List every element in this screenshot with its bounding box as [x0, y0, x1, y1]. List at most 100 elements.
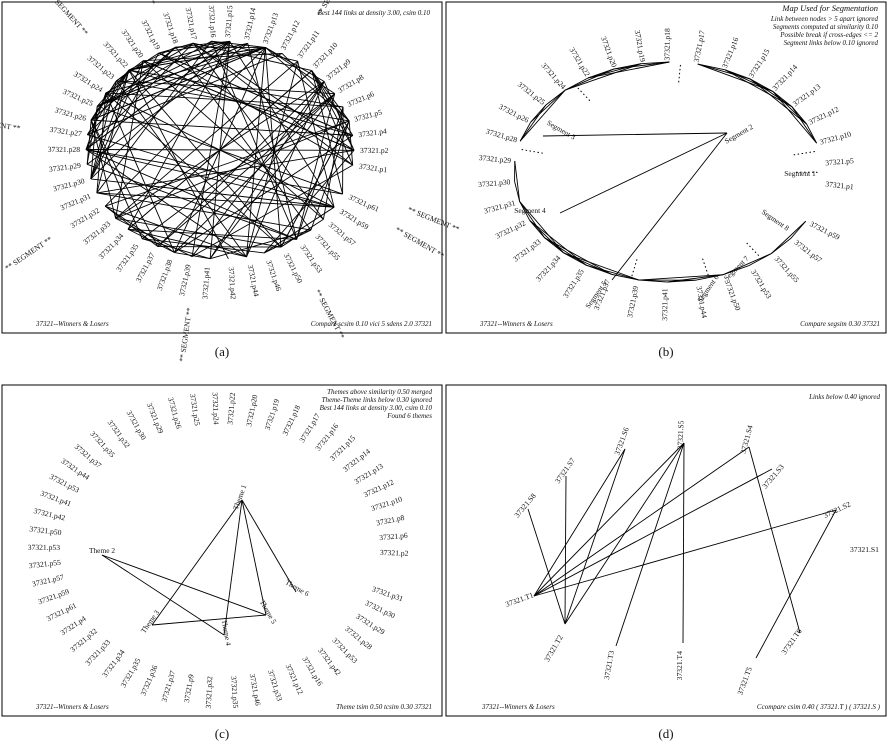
theme-label-6: Theme 6: [284, 577, 311, 598]
link-line: [116, 81, 349, 121]
link-line: [565, 476, 566, 624]
node-label-p4: 37321.p4: [358, 126, 388, 139]
node-label-S3: 37321.S3: [760, 462, 786, 490]
node-label-T2: 37321.T2: [542, 633, 565, 663]
panel-b-note-3: Possible break if cross-edges <= 2: [779, 31, 878, 39]
segment-marker: ** SEGMENT **: [3, 234, 54, 272]
node-label-p17: 37321.p17: [184, 7, 199, 41]
caption-c: (c): [215, 726, 229, 741]
node-label-S6: 37321.S6: [612, 426, 630, 456]
segment-link: [612, 133, 727, 280]
node-label-p31: 37321.p31: [483, 198, 517, 215]
node-label-p15: 37321.p15: [747, 47, 772, 79]
link-line: [528, 509, 565, 624]
node-label: 37321.p46: [248, 673, 263, 707]
node-label-S1: 37321.S1: [850, 545, 879, 554]
node-label: 37321.p18: [280, 404, 302, 437]
panel-c-frame: [2, 385, 442, 716]
node-label-p12: 37321.p12: [807, 104, 840, 126]
node-label-S8: 37321.S8: [512, 491, 538, 519]
node-label-p30: 37321.p30: [478, 177, 511, 189]
link-line: [614, 62, 670, 69]
theme-link: [152, 500, 242, 625]
panel-c-footer-left: 37321--Winners & Losers: [35, 703, 109, 711]
node-label: 37321.p20: [244, 394, 259, 428]
node-label: 37321.p50: [29, 524, 62, 537]
link-line: [588, 62, 669, 78]
node-label-p39: 37321.p39: [625, 285, 640, 319]
node-label: 37321.p35: [119, 656, 143, 689]
panel-d-note: Links below 0.40 ignored: [808, 393, 880, 401]
link-line: [698, 64, 773, 91]
node-label-p50: 37321.p50: [282, 252, 305, 285]
node-label-p38: 37321.p38: [155, 258, 175, 292]
node-label: 37321.p57: [31, 572, 65, 588]
panel-d-graph: 37321.S137321.S237321.S337321.S437321.S5…: [504, 420, 879, 696]
node-label-p13: 37321.p13: [261, 11, 280, 45]
panel-c-footer-right: Theme tsim 0.50 tcsim 0.30 37321: [336, 703, 432, 711]
node-label: 37321.p10: [370, 494, 404, 513]
segment-marker: ** SEGMENT **: [407, 205, 461, 234]
segment-label-2: Segment 2: [723, 122, 755, 146]
segment-label-7: Segment 7: [722, 254, 751, 283]
node-label-p50: 37321.p50: [723, 278, 743, 312]
node-label: 37321.p53: [28, 543, 61, 552]
link-line: [565, 78, 588, 90]
panel-c-note-4: Found 6 themes: [386, 412, 432, 420]
node-label-p37: 37321.p37: [134, 251, 157, 284]
link-line: [265, 47, 349, 121]
panel-b-note-title: Map Used for Segmentation: [781, 3, 878, 13]
caption-b: (b): [658, 344, 673, 359]
panel-d-frame: [446, 385, 886, 716]
node-label-p41: 37321.p41: [660, 288, 669, 321]
segment-marker: ** SEGMENT **: [47, 0, 90, 37]
node-label: 37321.p2: [380, 548, 409, 558]
link-line: [158, 247, 281, 248]
node-label-p34: 37321.p34: [534, 253, 563, 283]
node-label-p13: 37321.p13: [791, 82, 822, 109]
panel-c-note-1: Themes above similarity 0.50 merged: [327, 388, 432, 396]
node-label: 37321.p16: [300, 655, 324, 687]
node-label-p15: 37321.p15: [223, 5, 234, 38]
node-label-p57: 37321.p57: [793, 238, 824, 265]
node-label-p28: 37321.p28: [48, 145, 81, 154]
node-label-p24: 37321.p24: [539, 61, 567, 91]
node-label-p41: 37321.p41: [200, 266, 211, 299]
panel-d-footer-left: 37321--Winners & Losers: [481, 703, 555, 711]
node-label-p31: 37321.p31: [59, 191, 92, 212]
link-line: [791, 221, 806, 238]
node-label-S7: 37321.S7: [553, 456, 577, 485]
theme-link: [242, 500, 266, 615]
panel-c-graph: 37321.p237321.p637321.p837321.p1037321.p…: [28, 392, 409, 709]
link-line: [749, 254, 772, 266]
node-label: 37321.p31: [371, 584, 405, 603]
node-label-p32: 37321.p32: [494, 218, 527, 240]
panel-c-note-3: Best 144 links at density 3.00, csim 0.1…: [320, 404, 433, 412]
link-line: [515, 161, 520, 201]
link-line: [565, 443, 684, 624]
theme-label-3: Theme 3: [139, 608, 161, 635]
node-label-p1: 37321.p1: [358, 162, 388, 175]
segment-break: [703, 259, 709, 276]
node-label: 37321.p34: [100, 648, 127, 679]
node-label-p55: 37321.p55: [313, 232, 342, 262]
node-label-T6: 37321.T6: [779, 627, 803, 656]
segment-break: [794, 151, 816, 154]
node-label-p10: 37321.p10: [819, 129, 853, 146]
theme-link: [102, 555, 266, 615]
link-line: [91, 179, 334, 207]
caption-d: (d): [658, 726, 673, 741]
theme-link: [102, 555, 224, 635]
link-line: [616, 443, 684, 646]
node-label: 37321.p53: [48, 472, 81, 495]
link-line: [297, 107, 343, 240]
node-label-p35: 37321.p35: [114, 242, 140, 274]
node-label: 37321.p35: [229, 676, 240, 709]
node-label-p25: 37321.p25: [516, 80, 547, 107]
node-label: 37321.p19: [263, 398, 282, 432]
node-label-p61: 37321.p61: [347, 193, 380, 214]
node-label-p44: 37321.p44: [246, 264, 261, 298]
node-label-p5: 37321.p5: [825, 156, 854, 167]
node-label-p39: 37321.p39: [177, 263, 193, 297]
